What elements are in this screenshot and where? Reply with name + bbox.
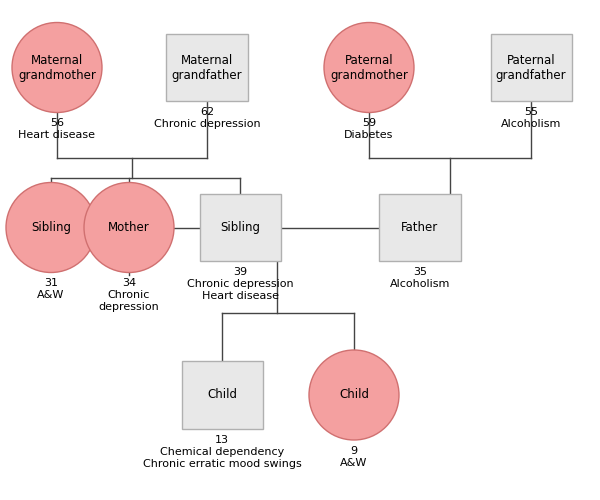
Ellipse shape xyxy=(324,22,414,112)
Text: Maternal
grandmother: Maternal grandmother xyxy=(18,54,96,82)
FancyBboxPatch shape xyxy=(491,34,571,101)
FancyBboxPatch shape xyxy=(166,34,248,101)
Text: 39
Chronic depression
Heart disease: 39 Chronic depression Heart disease xyxy=(187,267,293,301)
Text: Child: Child xyxy=(339,388,369,402)
Text: 31
A&W: 31 A&W xyxy=(37,278,65,300)
Text: Maternal
grandfather: Maternal grandfather xyxy=(172,54,242,82)
Text: Paternal
grandmother: Paternal grandmother xyxy=(330,54,408,82)
FancyBboxPatch shape xyxy=(379,194,461,261)
Text: Father: Father xyxy=(401,221,439,234)
Text: 55
Alcoholism: 55 Alcoholism xyxy=(501,108,561,129)
Text: Child: Child xyxy=(207,388,237,402)
Ellipse shape xyxy=(12,22,102,112)
Ellipse shape xyxy=(6,182,96,272)
Text: 56
Heart disease: 56 Heart disease xyxy=(19,118,95,141)
Text: 62
Chronic depression: 62 Chronic depression xyxy=(154,108,260,129)
Ellipse shape xyxy=(309,350,399,440)
Text: Mother: Mother xyxy=(108,221,150,234)
Text: 59
Diabetes: 59 Diabetes xyxy=(344,118,394,141)
Text: 35
Alcoholism: 35 Alcoholism xyxy=(390,267,450,289)
FancyBboxPatch shape xyxy=(199,194,281,261)
Text: 9
A&W: 9 A&W xyxy=(340,446,368,468)
Text: 13
Chemical dependency
Chronic erratic mood swings: 13 Chemical dependency Chronic erratic m… xyxy=(143,435,301,469)
Text: Sibling: Sibling xyxy=(31,221,71,234)
Text: 34
Chronic
depression: 34 Chronic depression xyxy=(98,278,160,312)
FancyBboxPatch shape xyxy=(182,361,263,428)
Text: Sibling: Sibling xyxy=(220,221,260,234)
Ellipse shape xyxy=(84,182,174,272)
Text: Paternal
grandfather: Paternal grandfather xyxy=(496,54,566,82)
